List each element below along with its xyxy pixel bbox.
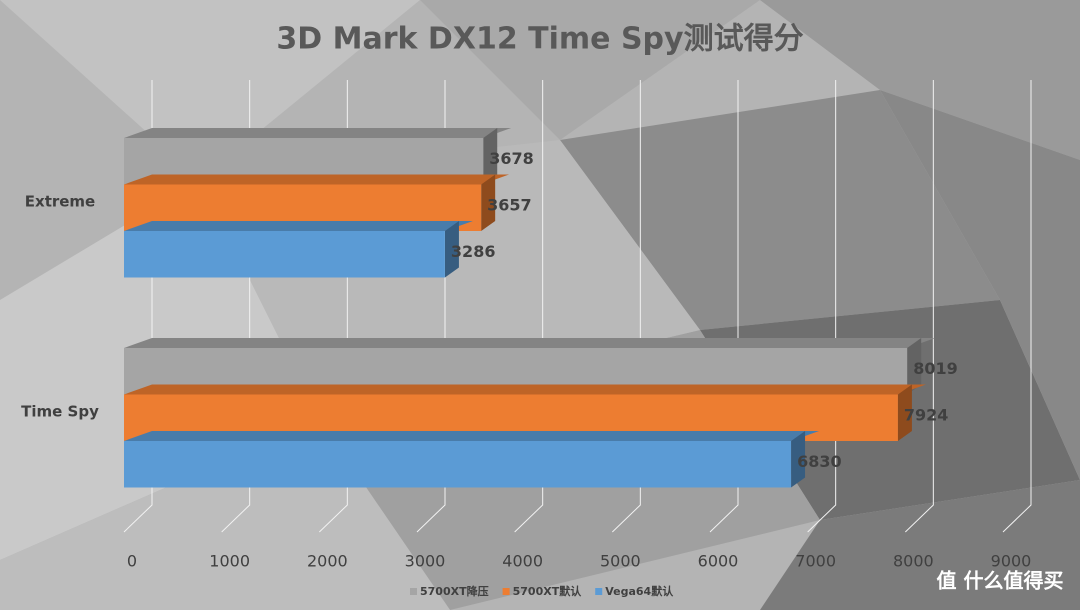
x-tick-label: 9000 — [991, 552, 1032, 571]
x-tick-label: 6000 — [698, 552, 739, 571]
category-label: Extreme — [25, 192, 95, 210]
value-label: 3678 — [489, 149, 534, 168]
watermark: 值 什么值得买 — [937, 569, 1064, 593]
x-tick-label: 0 — [127, 552, 137, 571]
bar — [124, 441, 792, 488]
bar-side — [481, 174, 496, 231]
legend-label: 5700XT降压 — [420, 584, 489, 598]
legend-swatch — [502, 588, 510, 595]
bar-side — [791, 431, 806, 488]
grid-line — [1002, 80, 1032, 533]
x-tick-label: 4000 — [502, 552, 543, 571]
x-tick-label: 7000 — [795, 552, 836, 571]
legend-swatch — [595, 588, 603, 595]
bar — [124, 231, 445, 278]
x-tick-label: 3000 — [405, 552, 446, 571]
x-tick-label: 5000 — [600, 552, 641, 571]
bar-side — [907, 338, 922, 395]
x-tick-label: 2000 — [307, 552, 348, 571]
grid-line — [807, 80, 837, 533]
category-label: Time Spy — [21, 402, 99, 420]
grid-line — [611, 80, 641, 533]
grid-line — [709, 80, 739, 533]
grid-line — [514, 80, 544, 533]
x-tick-label: 8000 — [893, 552, 934, 571]
bar-side — [897, 384, 912, 441]
value-label: 7924 — [904, 405, 949, 424]
bar-top — [124, 128, 512, 138]
bar-top — [124, 338, 936, 348]
legend-label: 5700XT默认 — [513, 584, 583, 598]
bar-top — [124, 431, 820, 441]
value-label: 6830 — [797, 452, 842, 471]
bar-top — [124, 221, 473, 231]
value-label: 8019 — [913, 359, 958, 378]
bar-top — [124, 384, 926, 395]
bar-side — [444, 221, 459, 278]
grid-line — [904, 80, 934, 533]
bar-top — [124, 174, 510, 185]
x-tick-label: 1000 — [209, 552, 250, 571]
value-label: 3286 — [451, 242, 496, 261]
legend-label: Vega64默认 — [605, 584, 674, 598]
chart-title: 3D Mark DX12 Time Spy测试得分 — [276, 22, 803, 57]
bar-side — [483, 128, 498, 185]
legend-swatch — [410, 588, 417, 595]
value-label: 3657 — [487, 195, 532, 214]
